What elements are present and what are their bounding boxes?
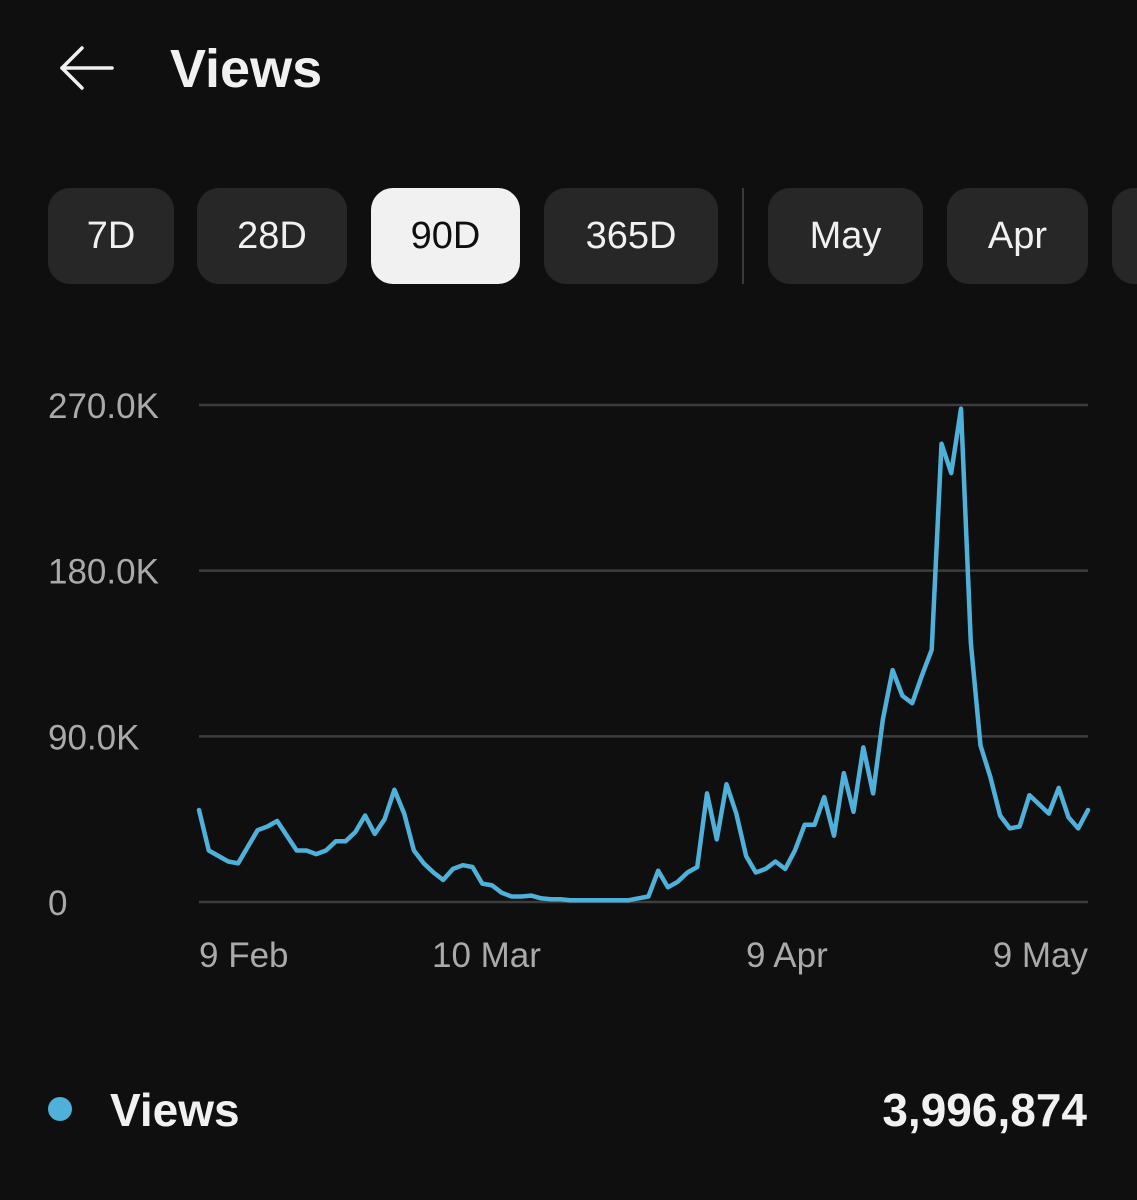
y-tick-label: 0	[48, 884, 67, 923]
y-tick-label: 270.0K	[48, 387, 159, 426]
chip-90d[interactable]: 90D	[371, 188, 520, 284]
y-tick-label: 180.0K	[48, 553, 159, 592]
x-tick-label: 9 May	[993, 936, 1089, 975]
x-tick-label: 10 Mar	[432, 936, 541, 975]
date-range-chips: 7D 28D 90D 365D May Apr	[0, 188, 1137, 286]
y-tick-label: 90.0K	[48, 718, 139, 757]
chip-more[interactable]	[1112, 188, 1137, 284]
header: Views	[0, 0, 1137, 140]
legend-swatch	[48, 1097, 72, 1121]
chip-7d[interactable]: 7D	[48, 188, 174, 284]
x-tick-label: 9 Feb	[199, 936, 289, 975]
back-button[interactable]	[48, 30, 124, 106]
series-line-views	[196, 406, 1091, 903]
x-tick-label: 9 Apr	[746, 936, 828, 975]
views-line-chart: 0 90.0K 180.0K 270.0K 9 Feb 10 Mar 9 Apr 9 May	[48, 387, 1091, 975]
views-total: 3,996,874	[882, 1084, 1087, 1136]
chip-apr[interactable]: Apr	[947, 188, 1088, 284]
legend-label: Views	[110, 1084, 240, 1136]
chip-may[interactable]: May	[768, 188, 923, 284]
chip-365d[interactable]: 365D	[544, 188, 718, 284]
chip-28d[interactable]: 28D	[197, 188, 347, 284]
legend: Views 3,996,874	[0, 1070, 1137, 1150]
chip-divider	[742, 188, 744, 284]
arrow-left-icon	[60, 46, 114, 90]
page-title: Views	[170, 39, 323, 99]
